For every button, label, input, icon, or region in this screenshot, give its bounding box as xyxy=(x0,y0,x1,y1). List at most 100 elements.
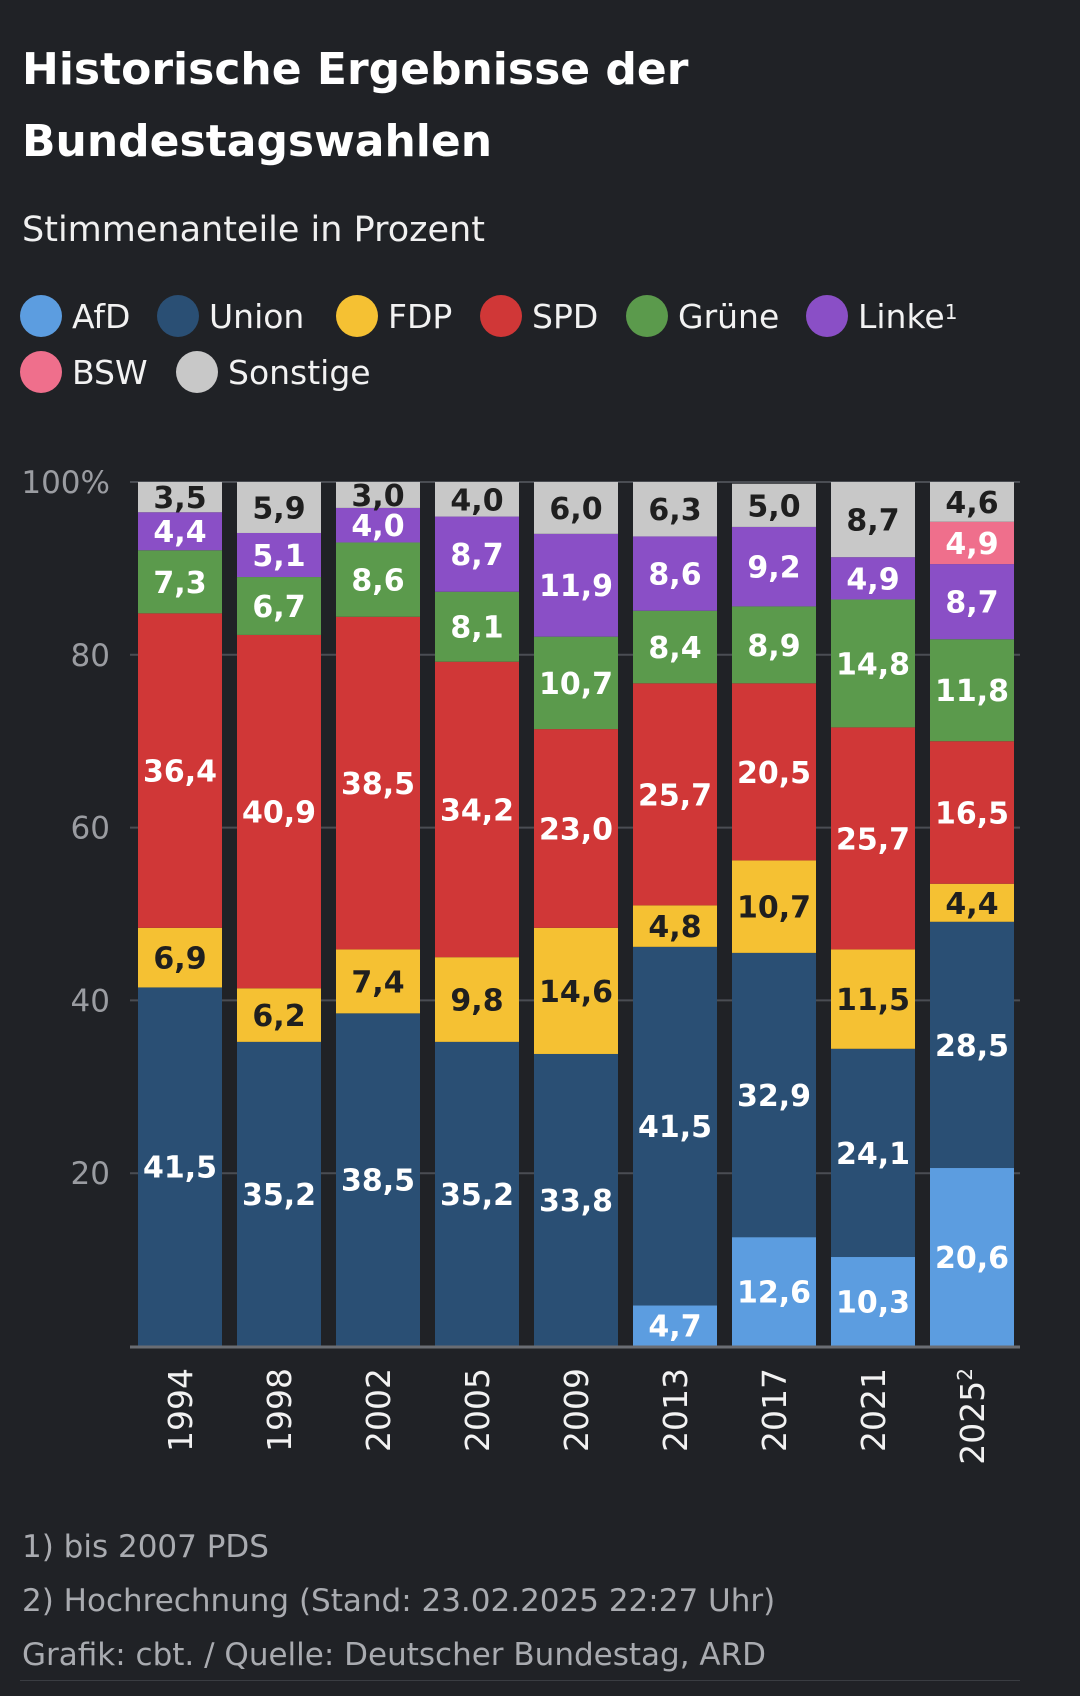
data-label-fdp-1998: 6,2 xyxy=(252,999,305,1034)
data-label-gruene-2005: 8,1 xyxy=(450,611,503,646)
bar-gruene-2002 xyxy=(336,542,420,617)
bar-sonstige-1998 xyxy=(237,482,321,533)
bar-fdp-1998 xyxy=(237,988,321,1042)
bar-spd-2009 xyxy=(534,729,618,928)
data-label-spd-2009: 23,0 xyxy=(539,812,613,847)
bar-afd-2013 xyxy=(633,1305,717,1346)
data-label-gruene-2013: 8,4 xyxy=(648,631,701,666)
source-credit: Grafik: cbt. / Quelle: Deutscher Bundest… xyxy=(22,1637,767,1673)
bar-gruene-2025 xyxy=(930,639,1014,742)
x-tick-label-1994: 1994 xyxy=(161,1368,200,1452)
data-label-gruene-2021: 14,8 xyxy=(836,647,910,682)
legend-swatch-sonstige xyxy=(176,351,218,393)
bar-spd-1994 xyxy=(138,613,222,928)
data-label-gruene-1994: 7,3 xyxy=(153,566,206,601)
data-label-spd-2005: 34,2 xyxy=(440,793,514,828)
legend-swatch-gruene xyxy=(626,295,668,337)
bar-fdp-2025 xyxy=(930,883,1014,922)
data-label-spd-2025: 16,5 xyxy=(935,796,1009,831)
bar-gruene-2013 xyxy=(633,610,717,684)
data-label-linke-2005: 8,7 xyxy=(450,538,503,573)
bar-linke-1994 xyxy=(138,512,222,551)
bar-spd-2005 xyxy=(435,661,519,958)
x-tick-footnote-2025: 2 xyxy=(953,1368,977,1381)
legend-label-linke-footnote: 1 xyxy=(944,300,958,324)
data-label-sonstige-2021: 8,7 xyxy=(846,504,899,539)
data-label-sonstige-2002: 3,0 xyxy=(351,479,404,514)
data-label-union-2013: 41,5 xyxy=(638,1110,712,1145)
bar-linke-2002 xyxy=(336,507,420,543)
data-label-union-1994: 41,5 xyxy=(143,1151,217,1186)
data-label-sonstige-2009: 6,0 xyxy=(549,492,602,527)
bar-fdp-2002 xyxy=(336,949,420,1014)
bar-union-2013 xyxy=(633,946,717,1306)
bar-fdp-1994 xyxy=(138,927,222,988)
data-label-linke-2025: 8,7 xyxy=(945,586,998,621)
data-label-fdp-1994: 6,9 xyxy=(153,942,206,977)
legend-swatch-union xyxy=(157,295,199,337)
data-label-fdp-2009: 14,6 xyxy=(539,975,613,1010)
bar-spd-2021 xyxy=(831,727,915,950)
data-label-afd-2017: 12,6 xyxy=(737,1276,811,1311)
bottom-divider xyxy=(20,1680,1020,1681)
bar-sonstige-2002 xyxy=(336,482,420,508)
data-label-fdp-2025: 4,4 xyxy=(945,887,998,922)
data-label-afd-2013: 4,7 xyxy=(648,1310,701,1345)
data-label-bsw-2025: 4,9 xyxy=(945,527,998,562)
data-label-spd-2013: 25,7 xyxy=(638,778,712,813)
y-tick-label-20: 20 xyxy=(71,1156,110,1192)
data-label-spd-2017: 20,5 xyxy=(737,756,811,791)
legend-item-linke: Linke 1 xyxy=(806,294,957,338)
bar-gruene-2017 xyxy=(732,606,816,684)
data-label-sonstige-2005: 4,0 xyxy=(450,483,503,518)
bar-linke-2005 xyxy=(435,516,519,592)
x-tick-label-2009: 2009 xyxy=(557,1368,596,1452)
bar-gruene-1994 xyxy=(138,550,222,614)
data-label-sonstige-2017: 5,0 xyxy=(747,489,800,524)
data-label-union-2009: 33,8 xyxy=(539,1184,613,1219)
bar-fdp-2005 xyxy=(435,957,519,1042)
bar-gruene-2009 xyxy=(534,636,618,730)
bar-afd-2017 xyxy=(732,1237,816,1346)
bar-afd-2025 xyxy=(930,1168,1014,1346)
legend-item-gruene: Grüne xyxy=(626,294,779,338)
data-label-gruene-1998: 6,7 xyxy=(252,590,305,625)
legend-swatch-bsw xyxy=(20,351,62,393)
data-label-afd-2021: 10,3 xyxy=(836,1286,910,1321)
legend-label-fdp: FDP xyxy=(388,296,453,336)
y-tick-label-100: 100% xyxy=(21,465,110,501)
bar-gruene-2005 xyxy=(435,591,519,662)
x-tick-label-2017: 2017 xyxy=(755,1368,794,1452)
data-label-fdp-2002: 7,4 xyxy=(351,965,404,1000)
data-label-gruene-2017: 8,9 xyxy=(747,629,800,664)
data-label-union-2021: 24,1 xyxy=(836,1137,910,1172)
x-tick-year-2025: 2025 xyxy=(953,1381,992,1465)
legend-item-bsw: BSW xyxy=(20,350,148,394)
chart-subtitle: Stimmenanteile in Prozent xyxy=(22,210,485,250)
data-label-sonstige-1994: 3,5 xyxy=(153,481,206,516)
bar-sonstige-2005 xyxy=(435,482,519,517)
y-tick-label-40: 40 xyxy=(71,983,110,1019)
bar-union-2009 xyxy=(534,1053,618,1346)
legend-swatch-spd xyxy=(480,295,522,337)
data-label-spd-2021: 25,7 xyxy=(836,822,910,857)
legend-label-afd: AfD xyxy=(72,296,131,336)
x-tick-label-2005: 2005 xyxy=(458,1368,497,1452)
legend-label-linke: Linke xyxy=(858,296,945,336)
footnote-hochrechnung: 2) Hochrechnung (Stand: 23.02.2025 22:27… xyxy=(22,1583,776,1619)
data-label-linke-2021: 4,9 xyxy=(846,562,899,597)
legend-item-sonstige: Sonstige xyxy=(176,350,371,394)
bar-sonstige-1994 xyxy=(138,482,222,513)
data-label-linke-2017: 9,2 xyxy=(747,551,800,586)
legend-item-union: Union xyxy=(157,294,304,338)
bar-linke-2013 xyxy=(633,536,717,611)
data-label-spd-2002: 38,5 xyxy=(341,767,415,802)
bar-union-2025 xyxy=(930,921,1014,1169)
bar-fdp-2017 xyxy=(732,860,816,953)
bar-fdp-2013 xyxy=(633,905,717,947)
bar-sonstige-2009 xyxy=(534,482,618,534)
data-label-sonstige-2013: 6,3 xyxy=(648,493,701,528)
x-tick-label-2002: 2002 xyxy=(359,1368,398,1452)
data-label-afd-2025: 20,6 xyxy=(935,1241,1009,1276)
data-label-linke-2013: 8,6 xyxy=(648,558,701,593)
